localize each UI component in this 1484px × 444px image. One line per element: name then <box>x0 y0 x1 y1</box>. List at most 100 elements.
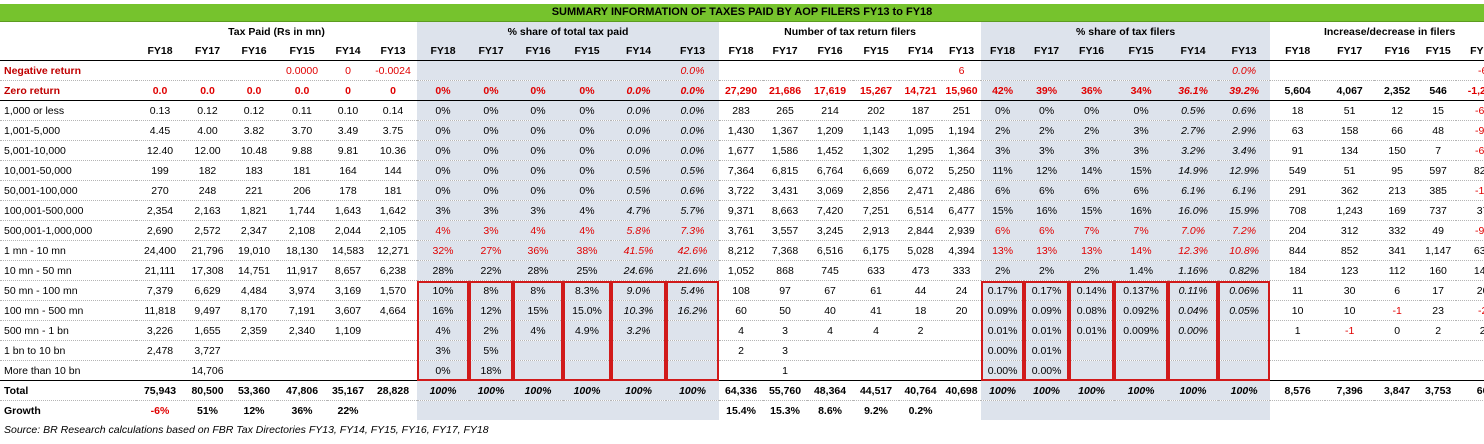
cell-share: 3% <box>1069 140 1115 161</box>
cell-share: 14.9% <box>1168 160 1219 181</box>
cell-share: 0.82% <box>1218 260 1271 281</box>
cell-pct: 2% <box>469 320 513 341</box>
cell-pct: 4.9% <box>563 320 611 341</box>
cell-inc: 1 <box>1270 320 1326 341</box>
cell-num: 6,477 <box>942 200 982 221</box>
cell-num: 1,295 <box>899 140 943 161</box>
cell-tax: 2,105 <box>369 220 417 241</box>
cell-inc: 291 <box>1270 180 1326 201</box>
table-row: 1,000 or less 0.13 0.12 0.12 0.11 0.10 0.14 0% 0… <box>0 100 1484 121</box>
cell-inc: 51 <box>1325 100 1375 121</box>
cell-inc: -95 <box>1456 220 1484 241</box>
cell-blank <box>611 400 666 420</box>
cell-growth-num: 8.6% <box>818 404 842 417</box>
cell-num: 48,364 <box>807 380 854 401</box>
cell-inc: 844 <box>1270 240 1326 261</box>
cell-inc: 18 <box>1270 100 1326 121</box>
cell-share: 0.06% <box>1218 280 1271 301</box>
cell-tax: 1,642 <box>369 200 417 221</box>
cell-share: 0.17% <box>981 280 1025 301</box>
cell-num: 3,431 <box>763 180 808 201</box>
cell-inc: 312 <box>1325 220 1375 241</box>
cell-pct <box>513 340 563 361</box>
cell-num: 1,095 <box>899 120 943 141</box>
cell-num: 6,072 <box>899 160 943 181</box>
cell-pct <box>417 60 469 81</box>
cell-pct: 0.0% <box>611 140 666 161</box>
cell-share: 0.05% <box>1218 300 1271 321</box>
row-label: 5,001-10,000 <box>0 140 136 161</box>
cell-tax: 181 <box>277 160 327 181</box>
cell-num: 15,960 <box>942 80 982 101</box>
row-label: Negative return <box>0 60 136 81</box>
cell-share: 13% <box>1069 240 1115 261</box>
cell-num: 2 <box>899 320 943 341</box>
cell-share: 6.1% <box>1218 180 1271 201</box>
year-header: FY13 <box>942 41 982 61</box>
cell-share: 0.09% <box>981 300 1025 321</box>
cell-tax: 2,478 <box>136 340 184 361</box>
cell-blank <box>666 400 720 420</box>
cell-inc: 140 <box>1456 260 1484 281</box>
cell-num: 3 <box>763 340 808 361</box>
cell-share <box>1069 60 1115 81</box>
cell-pct: 5.8% <box>611 220 666 241</box>
cell-tax: 2,163 <box>184 200 231 221</box>
cell-share: 0.01% <box>1024 320 1070 341</box>
cell-num: 64,336 <box>719 380 764 401</box>
cell-pct: 0.6% <box>666 180 720 201</box>
year-header: FY15 <box>563 41 611 61</box>
cell-share <box>1218 340 1271 361</box>
cell-blank <box>417 400 469 420</box>
cell-num: 1,302 <box>853 140 900 161</box>
cell-tax: 9.88 <box>277 140 327 161</box>
cell-blank <box>1456 401 1484 421</box>
cell-inc <box>1270 60 1326 81</box>
cell-num: 40 <box>807 300 854 321</box>
cell-num: 3,245 <box>807 220 854 241</box>
cell-inc: 150 <box>1374 140 1421 161</box>
cell-tax: 0.0 <box>184 80 231 101</box>
cell-pct <box>611 340 666 361</box>
cell-num: 7,420 <box>807 200 854 221</box>
cell-num: 187 <box>899 100 943 121</box>
cell-tax: 11,818 <box>136 300 184 321</box>
cell-tax: 24,400 <box>136 240 184 261</box>
cell-pct: 0% <box>469 100 513 121</box>
cell-tax: 2,347 <box>231 220 277 241</box>
cell-tax: 6,629 <box>184 280 231 301</box>
row-label: 1 mn - 10 mn <box>0 240 136 261</box>
cell-pct: 0% <box>513 160 563 181</box>
cell-inc: 7,396 <box>1325 380 1375 401</box>
cell-tax: 0.11 <box>277 100 327 121</box>
cell-share: 1.16% <box>1168 260 1219 281</box>
cell-pct: 32% <box>417 240 469 261</box>
cell-pct: 0% <box>417 180 469 201</box>
cell-num: 633 <box>853 260 900 281</box>
cell-num: 3,557 <box>763 220 808 241</box>
cell-tax: 1,109 <box>327 320 369 341</box>
cell-share: 100% <box>1168 380 1219 401</box>
cell-tax: 206 <box>277 180 327 201</box>
cell-tax: 221 <box>231 180 277 201</box>
cell-num: 1,430 <box>719 120 764 141</box>
cell-tax: 0.12 <box>231 100 277 121</box>
cell-pct: 0.0% <box>666 120 720 141</box>
cell-inc: 134 <box>1325 140 1375 161</box>
cell-tax: 1,643 <box>327 200 369 221</box>
cell-pct: 0% <box>417 160 469 181</box>
cell-tax: 144 <box>369 160 417 181</box>
group-header-share-tax-paid: % share of total tax paid <box>417 22 720 41</box>
cell-pct: 4.7% <box>611 200 666 221</box>
cell-pct: 10% <box>417 280 469 301</box>
cell-tax: 3,169 <box>327 280 369 301</box>
cell-num: 3,722 <box>719 180 764 201</box>
group-header-tax-paid: Tax Paid (Rs in mn) <box>228 25 325 38</box>
cell-num: 2,939 <box>942 220 982 241</box>
year-header: FY18 <box>719 41 764 61</box>
cell-pct: 0% <box>563 80 611 101</box>
cell-inc: 123 <box>1325 260 1375 281</box>
cell-tax: 2,359 <box>231 320 277 341</box>
cell-num: 60 <box>719 300 764 321</box>
